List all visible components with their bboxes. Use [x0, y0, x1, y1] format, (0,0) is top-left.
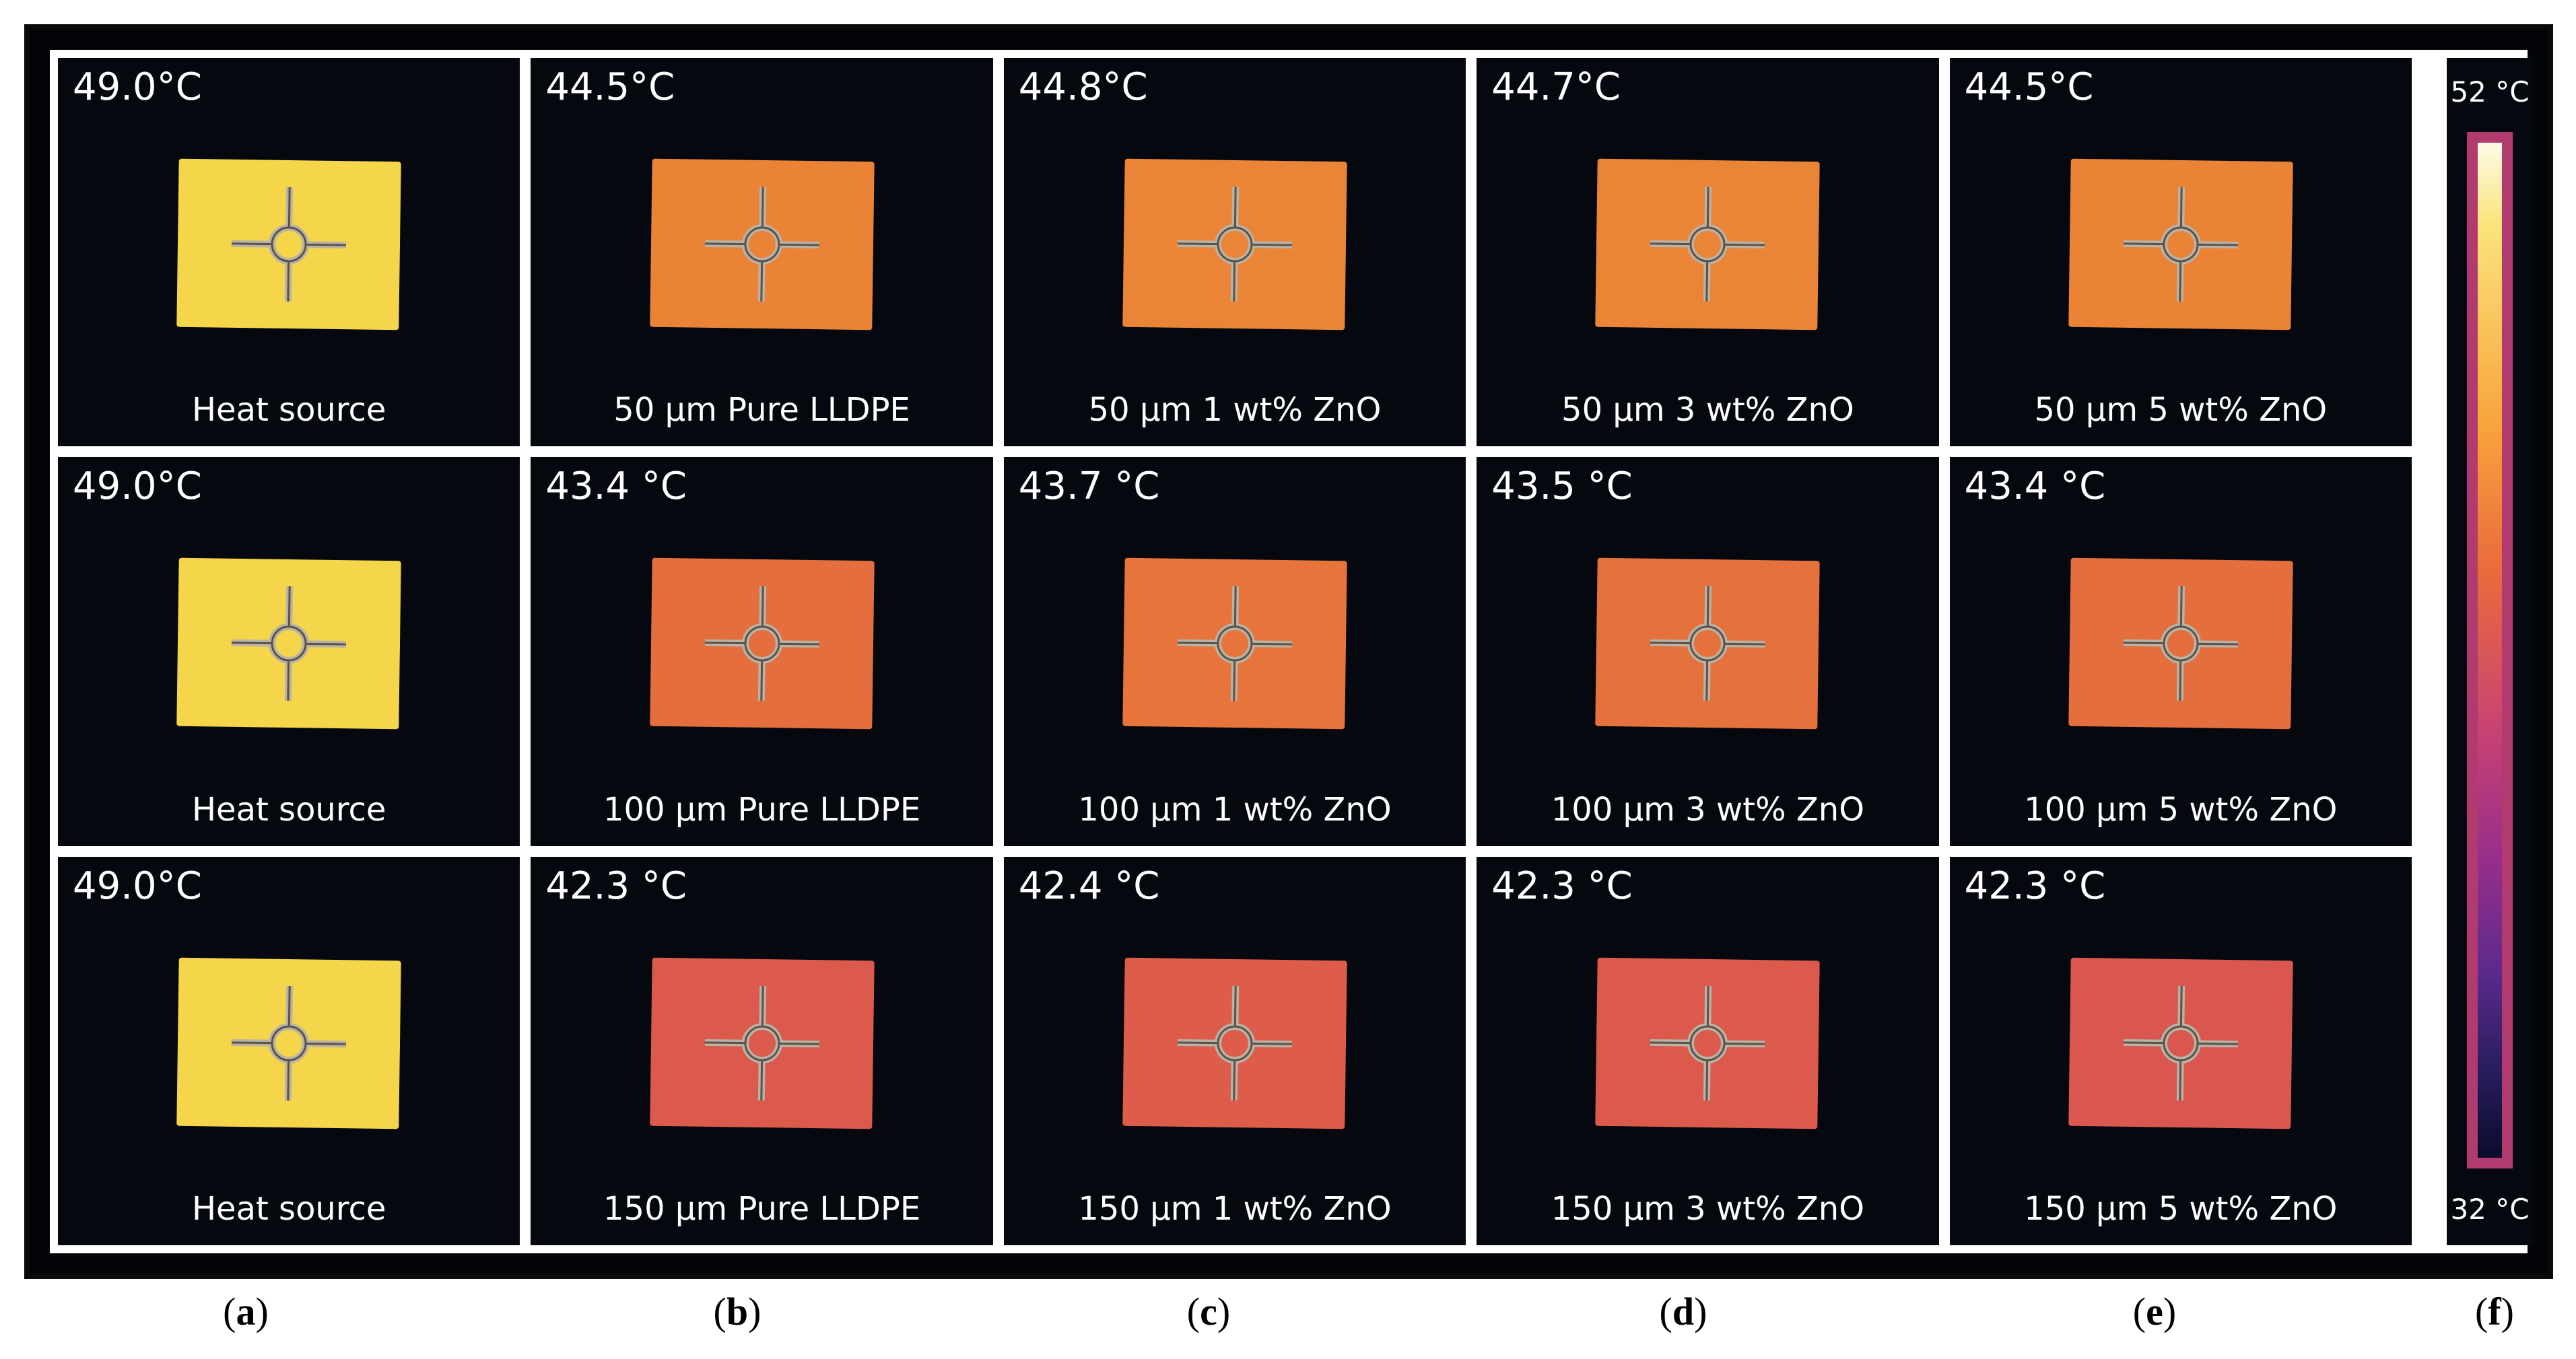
temperature-reading: 42.3 °C — [545, 864, 687, 908]
temperature-reading: 49.0°C — [73, 864, 202, 908]
thermal-image-grid: 49.0°C Heat source 44.5°C 50 µm Pure LLDP… — [58, 58, 2412, 1245]
thermal-image-cell: 44.5°C 50 µm 5 wt% ZnO — [1949, 58, 2412, 447]
thermal-image-cell: 43.5 °C 100 µm 3 wt% ZnO — [1477, 457, 1939, 846]
sample-caption: 150 µm 5 wt% ZnO — [2024, 1189, 2338, 1228]
crosshair-pattern — [704, 985, 819, 1101]
panel-label: (c) — [1186, 1290, 1231, 1333]
thermal-image-cell: 42.3 °C 150 µm Pure LLDPE — [531, 856, 993, 1245]
sample-caption: 50 µm Pure LLDPE — [613, 391, 910, 429]
film-sample — [649, 158, 875, 330]
film-sample — [649, 558, 875, 730]
crosshair-pattern — [1177, 187, 1293, 302]
film-sample — [1122, 558, 1347, 730]
colorbar-gradient — [2478, 143, 2502, 1158]
temperature-reading: 43.4 °C — [1964, 464, 2106, 509]
thermal-image-cell: 44.5°C 50 µm Pure LLDPE — [531, 58, 993, 447]
crosshair-pattern — [232, 586, 347, 701]
panel-label: (e) — [2132, 1290, 2177, 1333]
temperature-reading: 42.3 °C — [1964, 864, 2106, 908]
film-sample — [1595, 158, 1821, 330]
figure-inner: 49.0°C Heat source 44.5°C 50 µm Pure LLDP… — [50, 50, 2533, 1253]
crosshair-pattern — [704, 586, 819, 701]
crosshair-pattern — [2123, 187, 2238, 302]
thermal-image-cell: 42.3 °C 150 µm 5 wt% ZnO — [1949, 856, 2412, 1245]
temperature-reading: 44.5°C — [545, 65, 675, 109]
crosshair-pattern — [232, 187, 347, 302]
sample-caption: 50 µm 1 wt% ZnO — [1088, 391, 1382, 429]
sample-caption: 150 µm 1 wt% ZnO — [1078, 1189, 1392, 1228]
film-sample — [1122, 158, 1347, 330]
temperature-colorbar-panel: 52 °C 32 °C — [2447, 58, 2533, 1245]
crosshair-pattern — [1650, 586, 1765, 701]
film-sample — [176, 957, 401, 1129]
figure-frame: 49.0°C Heat source 44.5°C 50 µm Pure LLDP… — [24, 24, 2553, 1279]
thermal-image-cell: 44.7°C 50 µm 3 wt% ZnO — [1477, 58, 1939, 447]
thermal-image-cell: 43.7 °C 100 µm 1 wt% ZnO — [1003, 457, 1466, 846]
thermal-image-cell: 49.0°C Heat source — [58, 58, 520, 447]
temperature-reading: 44.5°C — [1964, 65, 2094, 109]
film-sample — [649, 957, 875, 1129]
crosshair-pattern — [1177, 586, 1293, 701]
sample-caption: 100 µm 3 wt% ZnO — [1551, 790, 1865, 829]
panel-label: (a) — [223, 1290, 269, 1333]
crosshair-pattern — [704, 187, 819, 302]
sample-caption: 100 µm Pure LLDPE — [603, 790, 921, 829]
sample-caption: 100 µm 1 wt% ZnO — [1078, 790, 1392, 829]
film-sample — [2068, 558, 2293, 730]
sample-caption: 150 µm Pure LLDPE — [603, 1189, 921, 1228]
sample-caption: 100 µm 5 wt% ZnO — [2024, 790, 2338, 829]
temperature-reading: 44.8°C — [1018, 65, 1148, 109]
sample-caption: Heat source — [191, 391, 386, 429]
crosshair-pattern — [2123, 586, 2238, 701]
film-sample — [1122, 957, 1347, 1129]
sample-caption: 150 µm 3 wt% ZnO — [1551, 1189, 1865, 1228]
temperature-reading: 42.3 °C — [1491, 864, 1633, 908]
colorbar-frame — [2467, 132, 2513, 1169]
crosshair-pattern — [1650, 187, 1765, 302]
film-sample — [2068, 158, 2293, 330]
temperature-reading: 43.4 °C — [545, 464, 687, 509]
temperature-reading: 44.7°C — [1491, 65, 1621, 109]
sample-caption: Heat source — [191, 790, 386, 829]
panel-label: (b) — [713, 1290, 761, 1333]
film-sample — [1595, 957, 1821, 1129]
thermal-image-cell: 49.0°C Heat source — [58, 856, 520, 1245]
panel-label: (d) — [1659, 1290, 1707, 1333]
crosshair-pattern — [1650, 985, 1765, 1101]
thermal-image-cell: 44.8°C 50 µm 1 wt% ZnO — [1003, 58, 1466, 447]
temperature-reading: 49.0°C — [73, 464, 202, 509]
temperature-reading: 43.5 °C — [1491, 464, 1633, 509]
panel-label: (f) — [2475, 1290, 2514, 1333]
thermal-image-cell: 49.0°C Heat source — [58, 457, 520, 846]
film-sample — [2068, 957, 2293, 1129]
sample-caption: 50 µm 5 wt% ZnO — [2034, 391, 2328, 429]
film-sample — [1595, 558, 1821, 730]
thermal-image-cell: 42.3 °C 150 µm 3 wt% ZnO — [1477, 856, 1939, 1245]
crosshair-pattern — [2123, 985, 2238, 1101]
temperature-reading: 43.7 °C — [1018, 464, 1160, 509]
temperature-reading: 49.0°C — [73, 65, 202, 109]
thermal-image-cell: 43.4 °C 100 µm 5 wt% ZnO — [1949, 457, 2412, 846]
thermal-image-cell: 42.4 °C 150 µm 1 wt% ZnO — [1003, 856, 1466, 1245]
colorbar-max-label: 52 °C — [2450, 75, 2530, 108]
colorbar-min-label: 32 °C — [2450, 1193, 2530, 1226]
film-sample — [176, 158, 401, 330]
crosshair-pattern — [1177, 985, 1293, 1101]
temperature-reading: 42.4 °C — [1018, 864, 1160, 908]
thermal-image-cell: 43.4 °C 100 µm Pure LLDPE — [531, 457, 993, 846]
panel-label-row: (a) (b) (c) (d) (e) (f) — [0, 1289, 2576, 1343]
film-sample — [176, 558, 401, 730]
sample-caption: 50 µm 3 wt% ZnO — [1561, 391, 1854, 429]
sample-caption: Heat source — [191, 1189, 386, 1228]
crosshair-pattern — [232, 985, 347, 1101]
